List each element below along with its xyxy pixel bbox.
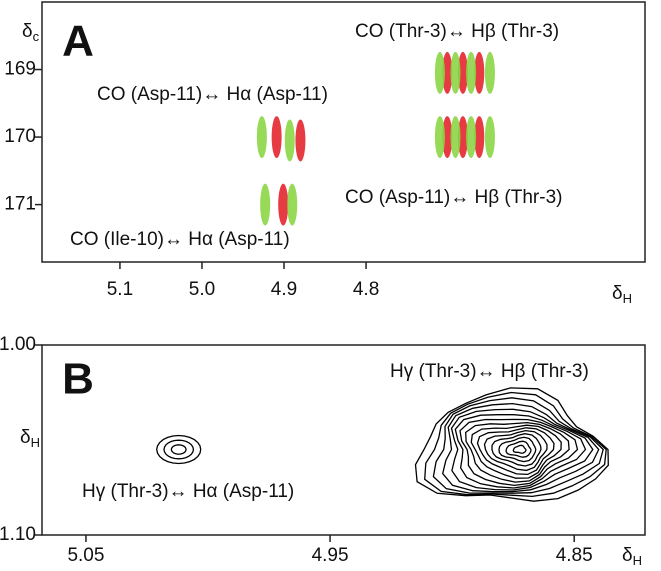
cross-peak: [457, 116, 468, 159]
axis-subscript: c: [33, 29, 40, 44]
contour-line: [505, 440, 532, 458]
x-axis-label: δH: [612, 283, 632, 306]
contour-line: [470, 424, 562, 479]
cross-peak: [434, 116, 445, 159]
cross-peak: [284, 119, 295, 162]
axis-symbol: δ: [622, 545, 633, 566]
peak-annotation: CO (Asp-11)↔ Hβ (Thr-3): [345, 187, 562, 208]
cross-peak: [450, 116, 461, 159]
contour-line: [163, 439, 195, 460]
axis-symbol: δ: [612, 283, 623, 304]
contour-line: [483, 429, 548, 472]
y-tick-label: 171: [4, 194, 36, 215]
axis-subscript: H: [31, 435, 40, 450]
axis-symbol: δ: [20, 427, 31, 448]
contour-line: [170, 444, 187, 455]
cross-peak: [466, 116, 477, 159]
cross-peak: [271, 116, 282, 159]
plot-frame: [41, 1, 646, 263]
x-tick-label: 4.85: [556, 545, 593, 566]
peak-annotation: Hγ (Thr-3)↔ Hα (Asp-11): [82, 481, 294, 502]
panel-letter: A: [62, 17, 94, 66]
y-tick-label: 169: [4, 59, 36, 80]
peak-annotation: Hγ (Thr-3)↔ Hβ (Thr-3): [390, 361, 589, 382]
contour-line: [491, 433, 542, 467]
x-tick-label: 5.1: [107, 279, 133, 300]
axis-symbol: δ: [22, 21, 33, 42]
axis-subscript: H: [633, 553, 642, 568]
peak-annotation: CO (Thr-3)↔ Hβ (Thr-3): [355, 21, 559, 42]
panel-letter: B: [62, 355, 94, 404]
cross-peak: [278, 183, 289, 226]
x-axis-label: δH: [622, 545, 642, 568]
contour-line: [512, 444, 527, 454]
cross-peak: [474, 116, 485, 159]
cross-peak: [450, 51, 461, 94]
contour-line: [414, 387, 609, 502]
contour-line: [476, 427, 555, 476]
contour-line: [465, 421, 570, 483]
cross-peak: [484, 116, 495, 159]
cross-peak: [287, 183, 298, 226]
y-tick-label: 1.00: [0, 334, 36, 355]
contour-line: [450, 408, 594, 491]
x-tick-label: 5.05: [67, 545, 104, 566]
contour-line: [498, 436, 537, 463]
cross-peak: [442, 116, 453, 159]
x-tick-label: 4.95: [312, 545, 349, 566]
contour-line: [156, 434, 202, 465]
y-axis-label: δc: [22, 21, 40, 44]
contour-line: [459, 418, 579, 487]
cross-peak: [260, 183, 271, 226]
cross-peak: [256, 116, 267, 159]
y-tick-label: 170: [4, 126, 36, 147]
axis-subscript: H: [623, 291, 632, 306]
contour-peak: [156, 434, 202, 465]
cross-peak: [457, 51, 468, 94]
contour-line: [441, 402, 600, 493]
contour-line: [432, 397, 604, 494]
cross-peak: [442, 51, 453, 94]
x-tick-label: 4.8: [353, 279, 379, 300]
x-tick-label: 5.0: [189, 279, 215, 300]
x-tick-label: 4.9: [271, 279, 297, 300]
cross-peak: [434, 51, 445, 94]
peak-annotation: CO (Asp-11)↔ Hα (Asp-11): [97, 84, 328, 105]
cross-peak: [484, 51, 495, 94]
contour-line: [424, 391, 607, 498]
y-axis-label: δH: [20, 427, 40, 450]
contour-line: [454, 414, 587, 489]
peak-annotation: CO (Ile-10)↔ Hα (Asp-11): [70, 229, 290, 250]
y-tick-label: 1.10: [0, 524, 36, 545]
cross-peak: [466, 51, 477, 94]
contour-peak: [414, 387, 609, 502]
cross-peak: [295, 119, 306, 162]
cross-peak: [474, 51, 485, 94]
plot-frame: [41, 344, 646, 536]
